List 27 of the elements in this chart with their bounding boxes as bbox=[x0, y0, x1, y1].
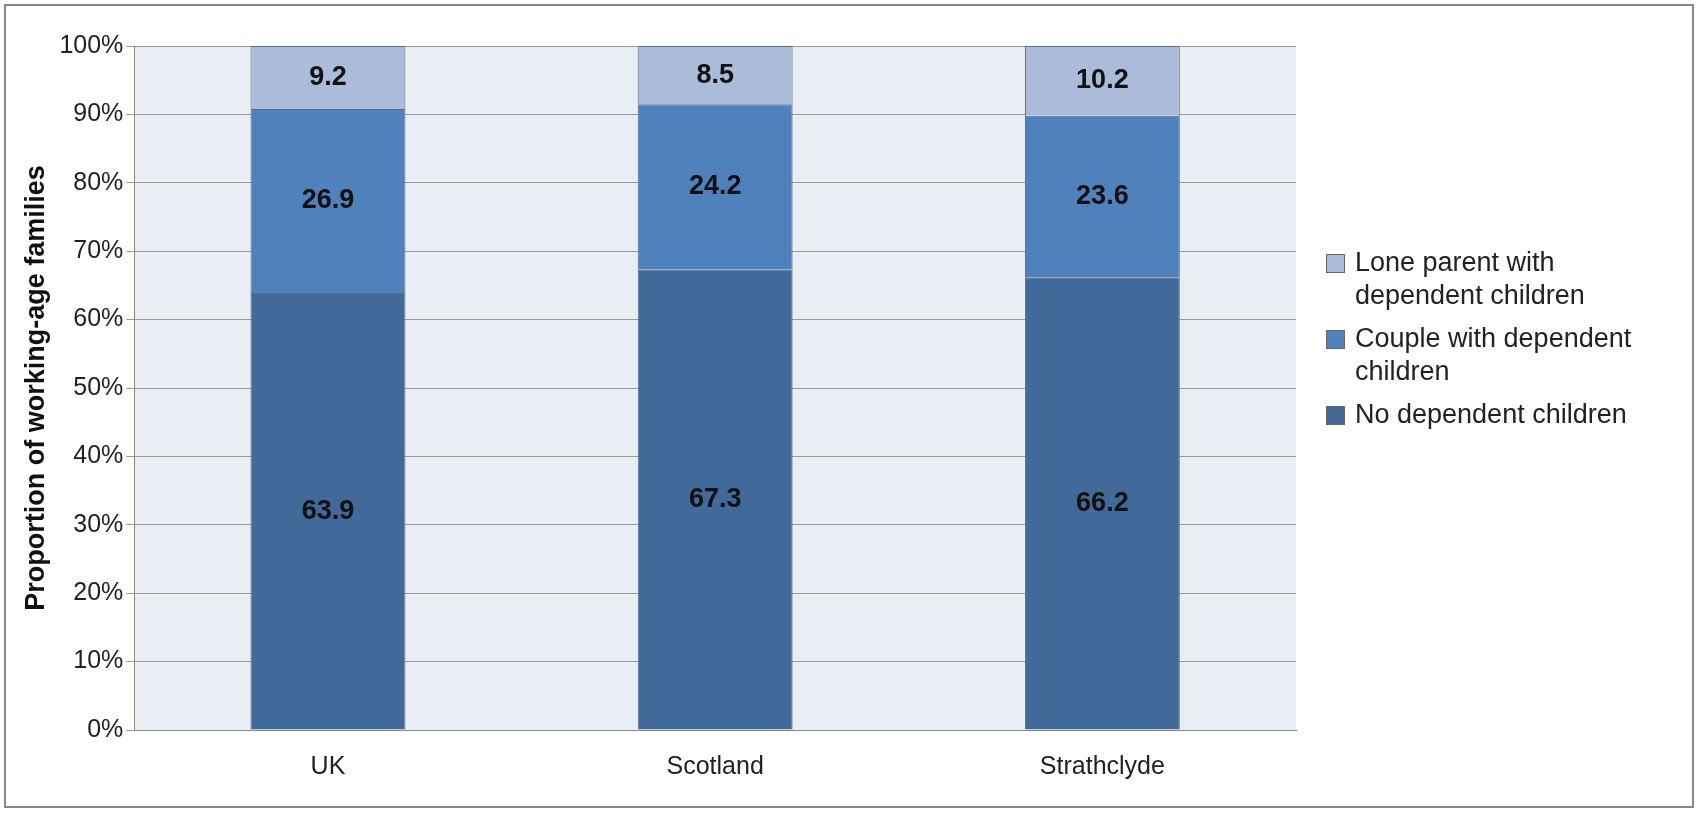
y-tick-label: 90% bbox=[73, 98, 124, 127]
data-label: 66.2 bbox=[1076, 486, 1129, 517]
y-tick-label: 30% bbox=[73, 508, 124, 537]
legend-label: No dependent children bbox=[1355, 398, 1628, 431]
y-tick-label: 50% bbox=[73, 371, 124, 400]
y-tick-label: 60% bbox=[73, 303, 124, 332]
data-label: 63.9 bbox=[301, 494, 355, 525]
y-tick-label: 20% bbox=[73, 577, 124, 606]
data-label: 24.2 bbox=[688, 170, 742, 201]
y-tick-label: 80% bbox=[73, 166, 124, 195]
y-tick-label: 10% bbox=[73, 645, 124, 674]
x-tick-label: UK bbox=[310, 750, 346, 779]
data-label: 10.2 bbox=[1076, 64, 1129, 95]
data-label: 8.5 bbox=[696, 58, 734, 89]
y-tick-label: 40% bbox=[73, 440, 124, 469]
data-label: 23.6 bbox=[1076, 179, 1129, 210]
data-label: 9.2 bbox=[309, 60, 347, 91]
x-tick-label: Scotland bbox=[666, 750, 764, 779]
y-tick-label: 0% bbox=[87, 713, 124, 742]
y-tick-label: 70% bbox=[73, 235, 124, 264]
legend-label: Couple with dependent children bbox=[1355, 322, 1633, 388]
legend-label: Lone parent with dependent children bbox=[1355, 246, 1586, 312]
y-tick-label: 100% bbox=[59, 29, 124, 58]
data-label: 26.9 bbox=[301, 184, 355, 215]
y-axis-title: Proportion of working-age families bbox=[19, 165, 50, 611]
data-label: 67.3 bbox=[688, 483, 742, 514]
x-tick-label: Strathclyde bbox=[1039, 750, 1165, 779]
